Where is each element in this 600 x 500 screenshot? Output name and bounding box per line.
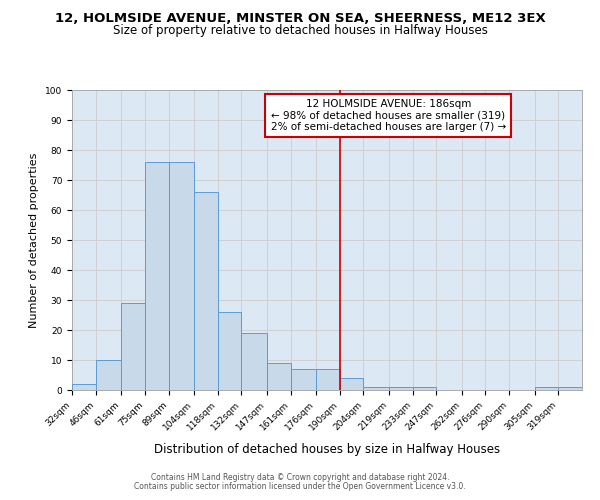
Text: Contains public sector information licensed under the Open Government Licence v3: Contains public sector information licen…: [134, 482, 466, 491]
Bar: [96, 360, 121, 390]
Bar: [364, 387, 389, 390]
Bar: [340, 378, 364, 390]
Bar: [169, 162, 194, 390]
Bar: [316, 369, 340, 390]
Bar: [241, 333, 267, 390]
Bar: [121, 303, 145, 390]
Bar: [72, 384, 96, 390]
Bar: [290, 369, 316, 390]
Text: Size of property relative to detached houses in Halfway Houses: Size of property relative to detached ho…: [113, 24, 487, 37]
Bar: [145, 162, 169, 390]
Y-axis label: Number of detached properties: Number of detached properties: [29, 152, 40, 328]
Bar: [218, 312, 241, 390]
X-axis label: Distribution of detached houses by size in Halfway Houses: Distribution of detached houses by size …: [154, 443, 500, 456]
Bar: [389, 387, 413, 390]
Bar: [267, 363, 290, 390]
Text: Contains HM Land Registry data © Crown copyright and database right 2024.: Contains HM Land Registry data © Crown c…: [151, 472, 449, 482]
Bar: [413, 387, 436, 390]
Text: 12 HOLMSIDE AVENUE: 186sqm
← 98% of detached houses are smaller (319)
2% of semi: 12 HOLMSIDE AVENUE: 186sqm ← 98% of deta…: [271, 99, 506, 132]
Bar: [535, 387, 558, 390]
Bar: [194, 192, 218, 390]
Bar: [558, 387, 582, 390]
Text: 12, HOLMSIDE AVENUE, MINSTER ON SEA, SHEERNESS, ME12 3EX: 12, HOLMSIDE AVENUE, MINSTER ON SEA, SHE…: [55, 12, 545, 26]
